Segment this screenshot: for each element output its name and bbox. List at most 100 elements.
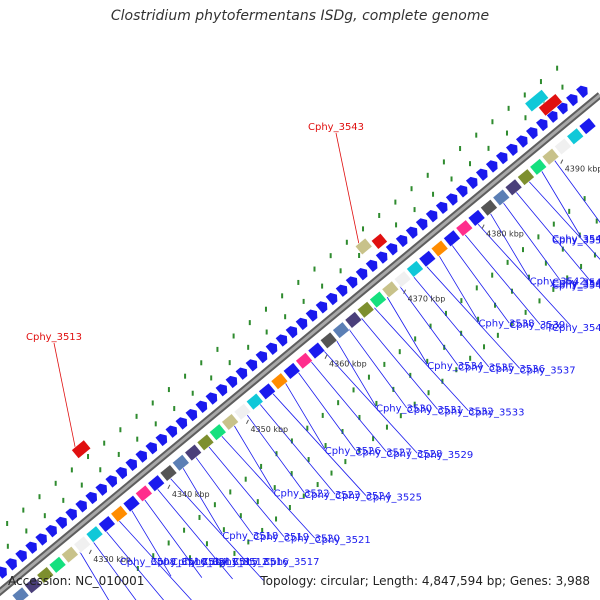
leader-line bbox=[438, 254, 479, 322]
gene-label-cphy_3508: Cphy_3508 bbox=[120, 557, 176, 568]
leader-line bbox=[181, 466, 223, 535]
gc-dot bbox=[117, 451, 120, 457]
gene-block bbox=[85, 525, 104, 543]
gene-label-cphy_3537: Cphy_3537 bbox=[520, 365, 576, 376]
gc-dot bbox=[302, 493, 305, 499]
gene-block bbox=[73, 535, 92, 554]
gene-block bbox=[505, 143, 518, 156]
leader-line bbox=[553, 159, 600, 223]
gc-dot bbox=[358, 252, 361, 258]
gc-dot bbox=[337, 400, 340, 406]
gene-label-cphy_3520: Cphy_3520 bbox=[284, 534, 340, 545]
scale-tick bbox=[324, 354, 328, 359]
leader-line bbox=[130, 509, 172, 577]
gene-block bbox=[415, 218, 428, 231]
gene-block bbox=[369, 290, 387, 309]
leader-line bbox=[117, 519, 192, 600]
gc-dot bbox=[595, 218, 598, 224]
gc-dot bbox=[469, 161, 472, 167]
highlight-label-cphy_3513: Cphy_3513 bbox=[26, 332, 82, 343]
gc-dot bbox=[290, 438, 293, 444]
scale-tick bbox=[481, 224, 485, 229]
gene-label-cphy_3535: Cphy_3535 bbox=[458, 363, 514, 374]
leader-line bbox=[540, 169, 582, 238]
gc-dot bbox=[429, 323, 432, 329]
gc-dot bbox=[527, 274, 530, 280]
gc-dot bbox=[265, 329, 268, 335]
gene-label-cphy_3533: Cphy_3533 bbox=[468, 408, 524, 419]
gc-dot bbox=[507, 105, 510, 111]
gene-block bbox=[475, 168, 488, 181]
gene-block bbox=[155, 433, 168, 447]
gene-block bbox=[295, 317, 308, 331]
gene-block bbox=[435, 201, 448, 215]
gc-dot bbox=[432, 191, 435, 197]
gene-label-cphy_3536: Cphy_3536 bbox=[489, 364, 545, 375]
gene-block bbox=[430, 239, 449, 258]
gc-dot bbox=[321, 412, 324, 418]
gene-label-cphy_3546: Cphy_3546 bbox=[552, 280, 600, 291]
gene-label-cphy_3529: Cphy_3529 bbox=[417, 450, 473, 461]
gene-block bbox=[524, 89, 550, 113]
gene-block bbox=[71, 439, 92, 459]
gene-block bbox=[134, 484, 153, 503]
gc-dot bbox=[43, 513, 46, 519]
scale-label: 4350 kbp bbox=[250, 425, 288, 434]
gene-block bbox=[215, 384, 228, 397]
gc-dot bbox=[372, 436, 375, 442]
gc-dot bbox=[426, 358, 429, 364]
gene-block bbox=[425, 210, 438, 223]
scale-label: 4340 kbp bbox=[172, 490, 210, 499]
gc-dot bbox=[167, 540, 170, 546]
gc-dot bbox=[487, 145, 490, 151]
gc-dot bbox=[306, 425, 309, 431]
leader-line bbox=[322, 349, 418, 454]
gc-dot bbox=[70, 467, 73, 473]
gc-dot bbox=[244, 476, 247, 482]
gene-label-clpx: clpX bbox=[540, 322, 562, 333]
gene-block bbox=[159, 464, 178, 482]
gc-dot bbox=[229, 489, 232, 495]
gc-dot bbox=[459, 146, 462, 152]
gc-dot bbox=[290, 471, 293, 477]
gene-block bbox=[566, 127, 585, 146]
gene-block bbox=[325, 292, 338, 306]
gc-dot bbox=[247, 344, 250, 350]
gene-block bbox=[235, 367, 248, 380]
gene-block bbox=[385, 243, 398, 256]
gc-dot bbox=[232, 333, 235, 339]
leader-line bbox=[386, 296, 428, 365]
gene-block bbox=[125, 458, 138, 472]
gc-dot bbox=[167, 387, 170, 393]
gc-dot bbox=[200, 360, 203, 366]
gene-label-cphy_3526: Cphy_3526 bbox=[325, 446, 381, 457]
gene-block bbox=[185, 408, 198, 422]
gene-block bbox=[315, 301, 328, 314]
gc-dot bbox=[399, 413, 402, 419]
gc-dot bbox=[324, 443, 327, 449]
gc-dot bbox=[281, 293, 284, 299]
gene-block bbox=[36, 566, 55, 584]
backbone-line-inner bbox=[0, 93, 600, 594]
gc-dot bbox=[358, 447, 361, 453]
gc-dot bbox=[154, 421, 157, 427]
accession-text: Accession: NC_010001 bbox=[8, 574, 145, 588]
gene-block bbox=[135, 450, 148, 463]
gene-label-cphy_3515: Cphy_3515 bbox=[202, 557, 258, 568]
gc-dot bbox=[151, 400, 154, 406]
gc-dot bbox=[213, 502, 216, 508]
gene-label-cphy_3523: Cphy_3523 bbox=[304, 490, 360, 501]
gc-dot bbox=[494, 302, 497, 308]
gene-block bbox=[455, 185, 468, 198]
map-title: Clostridium phytofermentans ISDg, comple… bbox=[110, 8, 490, 24]
gene-block bbox=[85, 491, 98, 505]
gc-dot bbox=[566, 275, 569, 281]
gc-dot bbox=[524, 115, 527, 121]
gc-dot bbox=[444, 310, 447, 316]
gene-block bbox=[480, 198, 498, 217]
gene-block bbox=[270, 372, 289, 390]
scale-label: 4370 kbp bbox=[408, 295, 446, 304]
gene-label-cphy_3528: Cphy_3528 bbox=[386, 449, 442, 460]
scale-label: 4360 kbp bbox=[329, 360, 367, 369]
gene-block bbox=[0, 566, 7, 579]
